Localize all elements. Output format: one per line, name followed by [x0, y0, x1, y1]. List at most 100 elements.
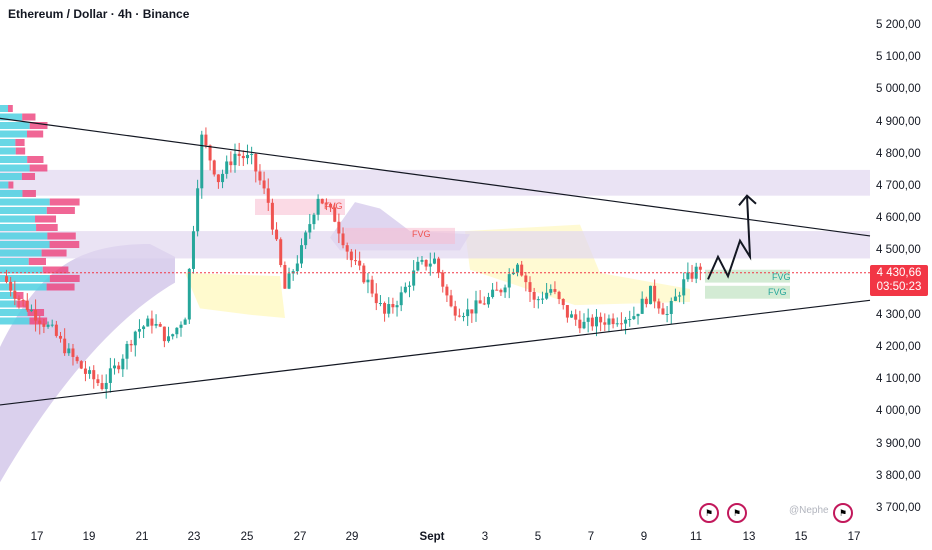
price-tick-label: 4 000,00: [876, 405, 921, 418]
volume-bar: [16, 300, 27, 308]
candle-body: [437, 258, 441, 273]
candle-body: [121, 358, 125, 370]
volume-bar: [8, 181, 14, 189]
candle-body: [46, 324, 50, 327]
volume-bar: [35, 215, 57, 223]
date-tick-label: 11: [690, 531, 702, 543]
volume-bar: [22, 190, 36, 197]
candle-body: [79, 361, 83, 369]
volume-bar: [0, 215, 36, 223]
lower-trendline: [0, 299, 871, 406]
volume-bar: [21, 173, 36, 180]
candle-body: [482, 303, 486, 305]
price-tick-label: 4 500,00: [876, 244, 921, 257]
candle-body: [665, 313, 669, 315]
candle-body: [5, 276, 8, 282]
volume-bar: [47, 232, 76, 240]
candle-body: [34, 309, 38, 321]
candle-body: [287, 273, 291, 289]
candle-body: [283, 265, 287, 289]
candle-body: [258, 171, 262, 181]
candle-body: [673, 296, 677, 301]
price-tick-label: 4 600,00: [876, 212, 921, 225]
candle-body: [241, 155, 245, 159]
candle-body: [38, 320, 42, 324]
candle-body: [524, 275, 528, 283]
candle-body: [511, 272, 515, 275]
candle-body: [491, 289, 495, 298]
candle-body: [528, 282, 532, 292]
candle-body: [216, 174, 220, 183]
candle-body: [50, 324, 54, 326]
candle-body: [366, 279, 370, 283]
candle-body: [341, 233, 345, 246]
candle-body: [403, 286, 407, 293]
us-flag-icon[interactable]: ⚑: [833, 503, 853, 523]
candle-body: [83, 368, 87, 374]
candle-body: [167, 336, 171, 342]
candle-body: [212, 160, 216, 175]
volume-bar: [0, 139, 16, 146]
candle-body: [150, 318, 154, 326]
volume-bar: [0, 232, 48, 240]
volume-bar: [26, 130, 44, 138]
candle-body: [545, 292, 549, 299]
volume-bar: [0, 275, 50, 282]
candle-body: [333, 207, 337, 222]
price-tick-label: 5 100,00: [876, 51, 921, 64]
us-flag-icon[interactable]: ⚑: [727, 503, 747, 523]
candle-body: [354, 260, 357, 262]
price-tick-label: 3 800,00: [876, 469, 921, 482]
candle-body: [250, 153, 254, 155]
candle-body: [142, 326, 146, 330]
candle-body: [324, 203, 328, 205]
candle-body: [578, 319, 582, 329]
candle-body: [262, 180, 266, 189]
date-tick-label: 5: [534, 531, 542, 543]
volume-bar: [29, 164, 48, 172]
price-tick-label: 4 900,00: [876, 115, 921, 128]
candle-body: [486, 297, 490, 305]
volume-bar: [0, 122, 30, 129]
candle-body: [457, 315, 461, 317]
candle-body: [644, 298, 648, 305]
candle-body: [383, 303, 387, 314]
candle-body: [391, 304, 395, 308]
candle-body: [412, 270, 416, 286]
volume-bar: [49, 241, 80, 248]
price-tick-label: 4 200,00: [876, 341, 921, 353]
candle-body: [594, 316, 598, 327]
candle-body: [603, 322, 607, 325]
date-tick-label: 15: [794, 531, 808, 543]
date-tick-label: 23: [187, 531, 201, 543]
us-flag-icon[interactable]: ⚑: [699, 503, 719, 523]
candle-body: [337, 221, 341, 234]
candle-body: [449, 295, 453, 307]
candle-body: [221, 173, 225, 183]
candle-body: [686, 272, 690, 280]
volume-bar: [0, 181, 9, 189]
candle-body: [358, 260, 362, 266]
date-tick-label: 7: [587, 531, 595, 543]
candle-body: [466, 309, 470, 317]
volume-bar: [0, 300, 17, 308]
candle-body: [516, 264, 520, 273]
candle-body: [462, 316, 466, 318]
price-tick-label: 3 900,00: [876, 437, 921, 450]
candle-body: [553, 289, 557, 292]
candle-body: [67, 348, 71, 354]
candle-body: [478, 300, 482, 304]
candle-body: [445, 286, 449, 296]
candle-body: [320, 198, 324, 204]
fvg-label: FVG: [772, 272, 791, 282]
candle-body: [17, 298, 21, 300]
candle-body: [183, 319, 187, 325]
candle-body: [254, 153, 258, 172]
date-tick-label: 13: [742, 531, 756, 543]
candle-body: [520, 264, 524, 276]
volume-bar: [0, 147, 16, 155]
fvg-label: FVG: [768, 287, 787, 297]
candle-body: [295, 263, 299, 272]
candle-body: [453, 306, 457, 316]
